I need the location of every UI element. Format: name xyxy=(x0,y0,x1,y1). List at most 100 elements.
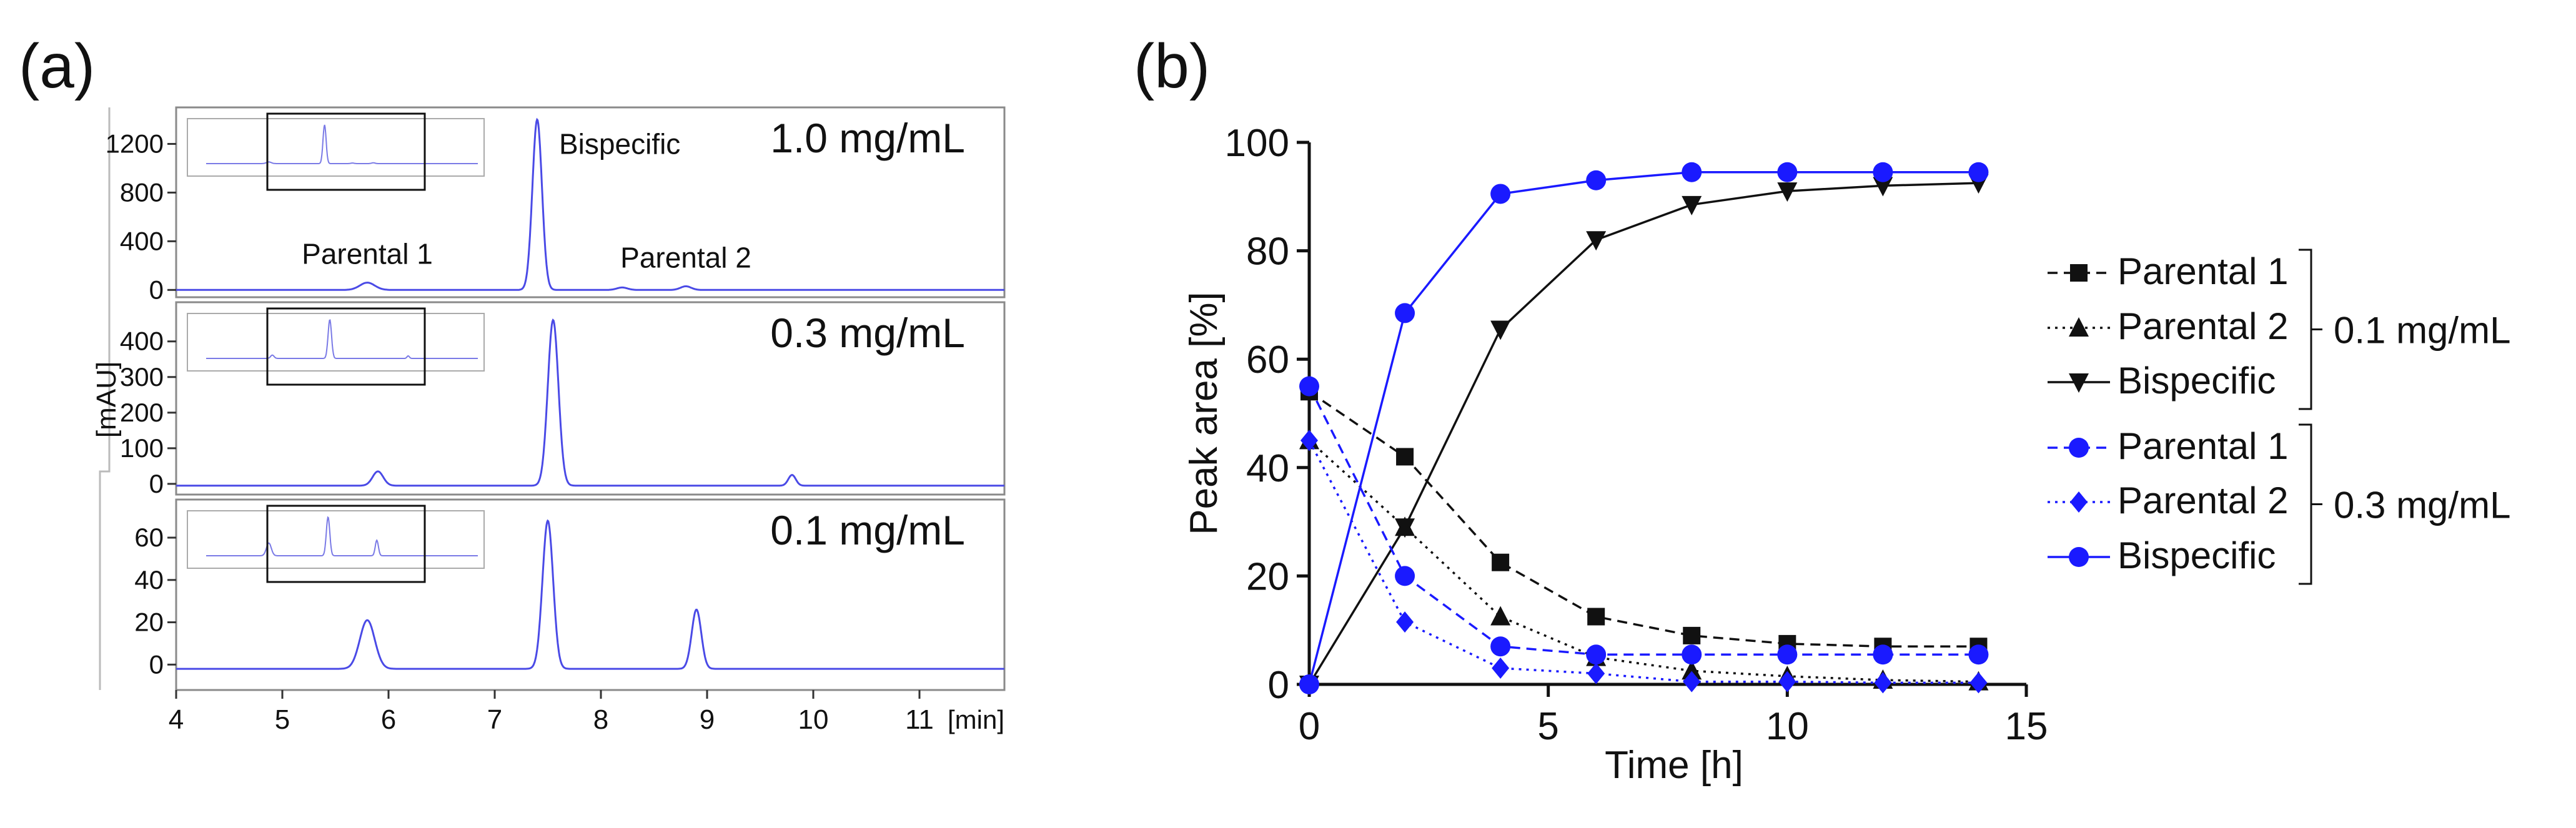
y-tick-label: 60 xyxy=(1246,338,1289,382)
legend-label: Parental 1 xyxy=(2118,425,2289,467)
series-line xyxy=(1308,182,1979,685)
data-point xyxy=(1490,320,1511,340)
inset-zoom-box xyxy=(266,307,426,386)
legend-group-bracket xyxy=(2299,423,2322,585)
data-point xyxy=(1490,184,1511,204)
inset-zoom-box xyxy=(266,505,426,583)
panel-b-label: (b) xyxy=(1134,31,1210,101)
peak-label: Bispecific xyxy=(559,127,680,160)
x-tick-label: 5 xyxy=(275,704,290,735)
concentration-label: 1.0 mg/mL xyxy=(770,115,965,161)
peak-label: Parental 2 xyxy=(620,241,751,274)
chromatogram-trace xyxy=(176,519,1004,670)
data-point xyxy=(1682,195,1702,215)
panel-a-outer-frame xyxy=(99,107,111,690)
data-point xyxy=(1490,606,1511,626)
data-point xyxy=(2069,438,2089,458)
data-point xyxy=(1968,644,1989,665)
panel-a-label: (a) xyxy=(19,31,95,101)
y-tick-label: 40 xyxy=(134,565,164,594)
data-point xyxy=(1300,430,1318,451)
data-point xyxy=(1873,162,1893,182)
y-tick-label: 300 xyxy=(120,362,164,392)
legend-group-label: 0.3 mg/mL xyxy=(2334,485,2510,526)
y-tick-label: 100 xyxy=(120,433,164,463)
series-line xyxy=(1308,170,1979,685)
legend-group-label: 0.1 mg/mL xyxy=(2334,310,2510,352)
data-point xyxy=(1777,644,1798,665)
data-point xyxy=(1490,636,1511,657)
series-line xyxy=(1309,390,1979,648)
y-tick-label: 20 xyxy=(1246,555,1289,598)
data-point xyxy=(2069,547,2089,567)
x-tick-label: 10 xyxy=(798,704,829,735)
legend-label: Parental 1 xyxy=(2118,250,2289,292)
data-point xyxy=(1874,672,1892,694)
x-axis-label: Time [h] xyxy=(1605,744,1743,787)
data-point xyxy=(1683,671,1701,692)
concentration-label: 0.3 mg/mL xyxy=(770,310,965,356)
data-point xyxy=(1492,657,1510,679)
data-point xyxy=(1682,644,1702,665)
concentration-label: 0.1 mg/mL xyxy=(770,507,965,553)
chromatogram-subplot: 0 400 800 1200 1.0 mg/mL Parental 1 Bispecific… xyxy=(106,106,1006,304)
y-axis-label: Peak area [%] xyxy=(1182,292,1226,535)
y-tick-label: 0 xyxy=(149,469,164,498)
data-point xyxy=(1396,611,1414,633)
y-tick-label: 0 xyxy=(149,649,164,679)
legend: Parental 1 Parental 2 Bispecific Parental 1… xyxy=(2048,249,2510,585)
y-tick-label: 40 xyxy=(1246,447,1289,490)
y-tick-label: 800 xyxy=(120,177,164,207)
x-axis-label: [min] xyxy=(948,705,1004,734)
data-point xyxy=(2069,373,2089,393)
inset-frame xyxy=(187,313,485,372)
inset-trace xyxy=(206,516,478,556)
y-tick-label: 80 xyxy=(1246,230,1289,274)
chromatogram-subplot: 0 100 200 300 400 0.3 mg/mL xyxy=(120,301,1006,498)
inset-frame xyxy=(187,118,485,177)
data-point xyxy=(1873,644,1893,665)
y-tick-label: 0 xyxy=(149,275,164,304)
data-point xyxy=(1299,674,1319,694)
data-point xyxy=(1778,671,1796,692)
data-point xyxy=(2070,264,2088,282)
x-tick-label: 15 xyxy=(2005,705,2048,748)
inset-frame xyxy=(187,510,485,569)
y-tick-label: 20 xyxy=(134,608,164,637)
inset-trace xyxy=(206,319,478,359)
data-point xyxy=(2069,317,2089,337)
data-point xyxy=(1683,626,1701,644)
x-tick-label: 9 xyxy=(700,704,715,735)
legend-label: Parental 2 xyxy=(2118,305,2289,347)
series-group xyxy=(1299,162,1989,694)
legend-label: Bispecific xyxy=(2118,360,2276,402)
x-tick-label: 7 xyxy=(487,704,502,735)
legend-label: Bispecific xyxy=(2118,535,2276,576)
x-tick-label: 8 xyxy=(593,704,608,735)
y-tick-label: 400 xyxy=(120,327,164,356)
peak-label: Parental 1 xyxy=(302,238,433,270)
chromatogram-trace xyxy=(176,318,1004,487)
series-line xyxy=(1308,440,1979,683)
x-tick-label: 4 xyxy=(169,704,184,735)
data-point xyxy=(1395,303,1415,323)
data-point xyxy=(1587,608,1605,626)
legend-group-bracket xyxy=(2299,249,2322,410)
inset-trace xyxy=(206,124,478,164)
y-tick-label: 60 xyxy=(134,523,164,552)
x-tick-label: 5 xyxy=(1537,705,1558,748)
data-point xyxy=(1969,672,1988,694)
data-point xyxy=(1682,660,1702,680)
data-point xyxy=(1396,448,1414,466)
chromatogram-trace xyxy=(176,117,1004,291)
data-point xyxy=(1777,162,1798,182)
y-tick-label: 400 xyxy=(120,226,164,255)
y-axis-label: [mAU] xyxy=(91,362,122,438)
data-point xyxy=(1586,644,1607,665)
data-point xyxy=(1586,170,1607,190)
series-line xyxy=(1308,385,1979,656)
data-point xyxy=(1299,376,1319,397)
y-tick-label: 0 xyxy=(1268,664,1289,707)
